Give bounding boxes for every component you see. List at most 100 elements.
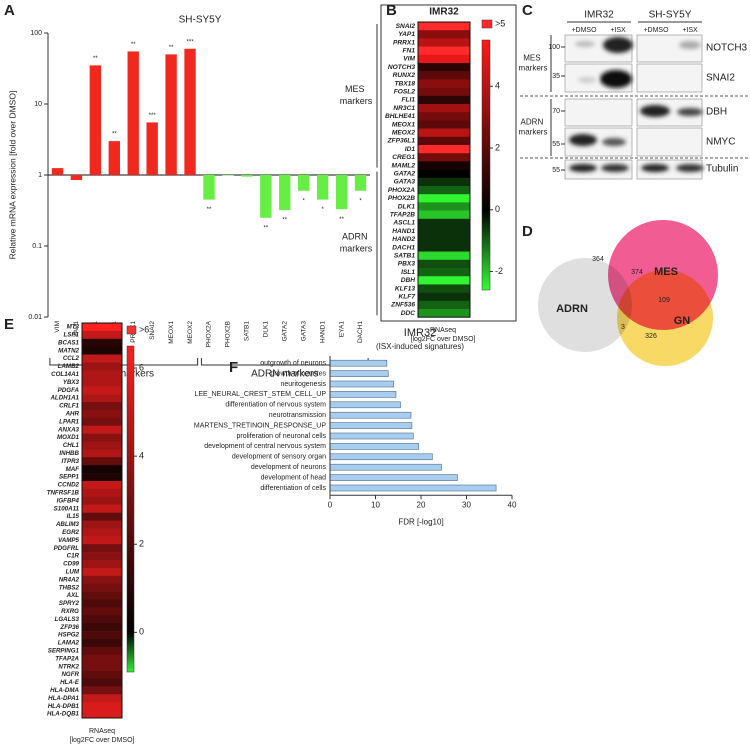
protein-label: NOTCH3 [706,43,748,54]
heatmap-cell [82,544,122,553]
heatmap-cell [418,309,470,318]
heatmap-cell [82,623,122,632]
colorbar-tick-label: 4 [495,81,500,91]
bar [329,463,442,471]
group-label: ADRN markers [519,118,548,137]
colorbar-tick-label: 2 [139,539,144,549]
heatmap-cell [82,441,122,450]
heatmap-cell [82,481,122,490]
treatment: +DMSO [643,27,669,34]
row-label: TNFRSF1B [47,489,80,496]
heatmap-cell [82,631,122,640]
row-label: HLA-DPA1 [48,695,79,702]
row-label: VAMP5 [58,537,79,544]
bar [298,175,310,191]
row-label: COL14A1 [51,371,79,378]
heatmap-cell [418,186,470,195]
row-label: MAML2 [392,162,416,169]
panel-label: A [4,2,15,19]
row-label: SERPING1 [48,647,80,654]
bar [335,175,348,210]
row-label: YAP1 [398,31,415,38]
bar [329,380,395,388]
bar [329,391,397,398]
row-label: HLA-E [60,679,80,686]
row-label: LPAR1 [59,418,79,425]
row-label: CREG1 [392,154,415,161]
row-label: EGR2 [62,529,79,536]
colorbar-tick-label: 6 [139,362,144,372]
panel-label: B [386,2,397,19]
row-label: ZNF536 [390,302,415,309]
significance: *** [149,113,157,119]
set-label: GN [674,315,691,327]
colorbar-tick-label: 0 [495,204,500,214]
row-label: VIM [403,56,415,63]
heatmap-cell [82,504,122,513]
row-label: ITPR3 [61,458,79,465]
row-label: HAND2 [392,236,415,243]
bar [329,411,412,419]
y-axis-label: Relative mRNA expression [fold over DMSO… [7,91,17,260]
row-label: CCND2 [58,482,80,489]
x-tick-label: 40 [508,500,517,509]
panel-label: D [522,223,533,240]
significance: ** [282,218,287,224]
heatmap-cell [418,243,470,252]
treatment: +ISX [682,27,698,34]
set-label: MES [654,266,678,278]
row-label: MOXD1 [57,434,80,441]
heatmap-cell [82,702,122,711]
x-tick-label: SATB1 [244,321,251,341]
set-count: 364 [592,256,604,263]
heatmap-cell [418,112,470,121]
heatmap-cell [82,362,122,371]
heatmap-cell [418,120,470,129]
x-tick-label: SNAI2 [149,321,156,340]
heatmap-cell [418,161,470,170]
x-tick-label: GATA2 [281,321,288,342]
row-label: ISL1 [401,269,415,276]
heatmap-cell [82,409,122,419]
row-label: HAND1 [392,228,415,235]
row-label: MT3 [67,324,80,331]
heatmap-cell [82,425,122,434]
row-label: NR4A2 [59,576,80,583]
heatmap-cell [82,591,122,600]
row-label: NR3C1 [393,105,415,112]
heatmap-cell [82,686,122,695]
bar [329,443,420,450]
heatmap-cell [82,678,122,687]
heatmap-cell [418,46,470,56]
heatmap-cell [418,259,470,269]
row-label: PBX3 [398,261,416,268]
over-swatch [481,19,493,29]
x-tick-label: YAP1 [73,321,80,338]
row-label: MATN2 [58,347,79,354]
set-label: ADRN [556,303,588,315]
heatmap-cell [82,330,122,340]
significance: ** [207,207,212,213]
row-label: SPRY2 [59,600,80,607]
heatmap-cell [82,662,122,671]
bar [146,122,158,175]
bar [127,51,139,175]
heatmap-cell [418,153,470,162]
row-label: LAMB2 [58,363,80,370]
heatmap-cell [82,323,122,332]
row-label: ABLIM3 [55,521,80,528]
heatmap-cell [418,169,470,179]
x-tick-label: PHOX2A [206,320,213,347]
heatmap-cell [418,71,470,80]
heatmap-cell [418,145,470,154]
significance: * [321,207,324,213]
heatmap-cell [418,63,470,72]
heatmap-cell [82,417,122,426]
bar [70,175,83,181]
caption: [log2FC over DMSO] [70,737,135,744]
row-label: MEOX2 [392,129,415,136]
venn-set [538,258,632,352]
bar [329,359,388,367]
y-tick-label: development of central nervous system [204,443,326,450]
bar [279,175,291,211]
